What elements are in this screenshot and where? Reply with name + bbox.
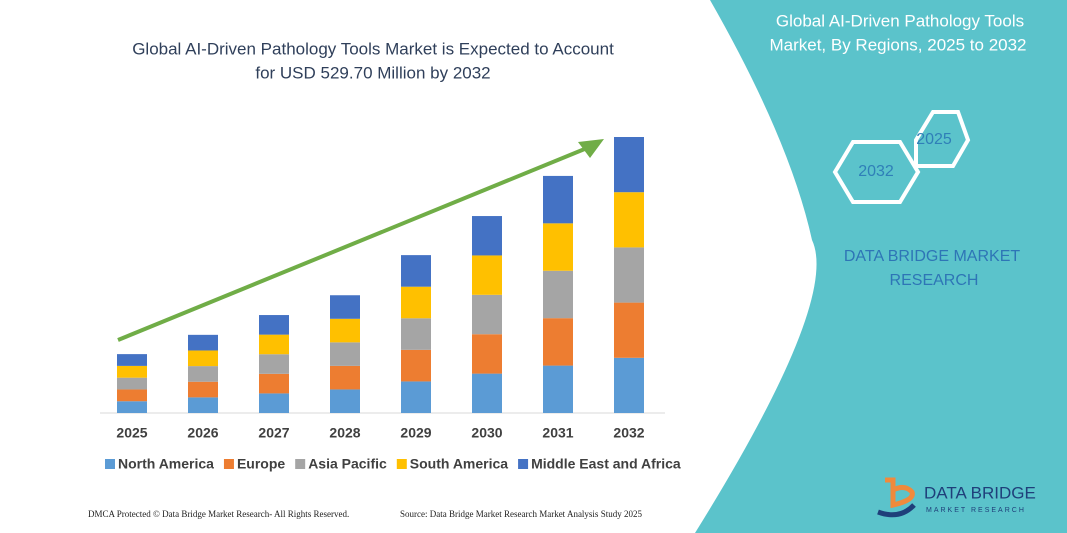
bar-segment — [401, 286, 431, 319]
bar-segment — [117, 377, 147, 390]
footer-text: DMCA Protected © Data Bridge Market Rese… — [88, 509, 349, 519]
hexagon — [832, 140, 921, 204]
bar-segment — [401, 349, 431, 382]
bar-segment — [614, 192, 644, 248]
bar-segment — [472, 334, 502, 374]
side-panel — [695, 0, 1067, 533]
legend-swatch — [223, 459, 234, 469]
bar-segment — [259, 315, 289, 335]
bar-segment — [117, 365, 147, 378]
bar-segment — [543, 318, 573, 366]
bar-segment — [188, 350, 218, 367]
x-tick-label: 2028 — [329, 425, 360, 441]
bar-segment — [259, 354, 289, 374]
bar-segment — [401, 255, 431, 287]
legend-swatch — [518, 459, 529, 469]
bar-segment — [543, 270, 573, 319]
hexagon-label: 2032 — [858, 163, 894, 180]
panel-title: Market, By Regions, 2025 to 2032 — [769, 35, 1026, 54]
bar-segment — [330, 318, 360, 343]
bar-segment — [543, 365, 573, 413]
bar-segment — [330, 295, 360, 319]
bar-segment — [472, 373, 502, 413]
legend-label: Middle East and Africa — [531, 456, 681, 472]
legend-label: Europe — [237, 456, 285, 472]
legend-label: South America — [410, 456, 508, 472]
chart-title: for USD 529.70 Million by 2032 — [255, 63, 490, 82]
x-tick-label: 2027 — [258, 425, 289, 441]
trend-arrow — [117, 144, 593, 342]
bar-segment — [614, 302, 644, 358]
bar-segment — [188, 366, 218, 382]
x-tick-label: 2029 — [400, 425, 431, 441]
x-tick-label: 2025 — [116, 425, 147, 441]
legend-swatch — [396, 459, 407, 469]
x-tick-label: 2030 — [471, 425, 502, 441]
logo-name: DATA BRIDGE — [924, 483, 1036, 502]
bar-segment — [472, 216, 502, 256]
footer-text: Source: Data Bridge Market Research Mark… — [400, 509, 642, 519]
bar-segment — [259, 373, 289, 394]
bar-segment — [543, 175, 573, 224]
bar-segment — [614, 137, 644, 193]
bar-segment — [188, 397, 218, 413]
bar-segment — [543, 223, 573, 271]
bar-segment — [472, 294, 502, 335]
legend-label: Asia Pacific — [308, 456, 387, 472]
bar-segment — [472, 255, 502, 295]
bar-segment — [259, 334, 289, 355]
arrow-head — [578, 139, 604, 158]
bar-segment — [188, 381, 218, 398]
x-tick-label: 2026 — [187, 425, 218, 441]
panel-title: Global AI-Driven Pathology Tools — [776, 11, 1024, 30]
legend-label: North America — [118, 456, 214, 472]
bar-segment — [330, 342, 360, 366]
bar-segment — [188, 334, 218, 351]
bar-segment — [330, 389, 360, 413]
legend-swatch — [105, 459, 115, 469]
brand-text: RESEARCH — [890, 272, 979, 289]
hexagon-label: 2025 — [916, 131, 952, 148]
bar-segment — [614, 247, 644, 303]
brand-text: DATA BRIDGE MARKET — [844, 248, 1021, 265]
bar-segment — [259, 393, 289, 413]
x-tick-label: 2031 — [542, 425, 573, 441]
bar-segment — [117, 389, 147, 402]
chart-title: Global AI-Driven Pathology Tools Market … — [132, 39, 614, 58]
logo-tagline: MARKET RESEARCH — [926, 507, 1026, 514]
bar-segment — [401, 381, 431, 413]
logo-mark — [885, 477, 915, 509]
bar-segment — [614, 357, 644, 413]
logo-mark — [877, 503, 916, 518]
bar-segment — [117, 354, 147, 366]
x-tick-label: 2032 — [613, 425, 644, 441]
bar-segment — [330, 365, 360, 390]
legend-swatch — [295, 459, 306, 469]
bar-segment — [117, 401, 147, 413]
bar-segment — [401, 318, 431, 350]
